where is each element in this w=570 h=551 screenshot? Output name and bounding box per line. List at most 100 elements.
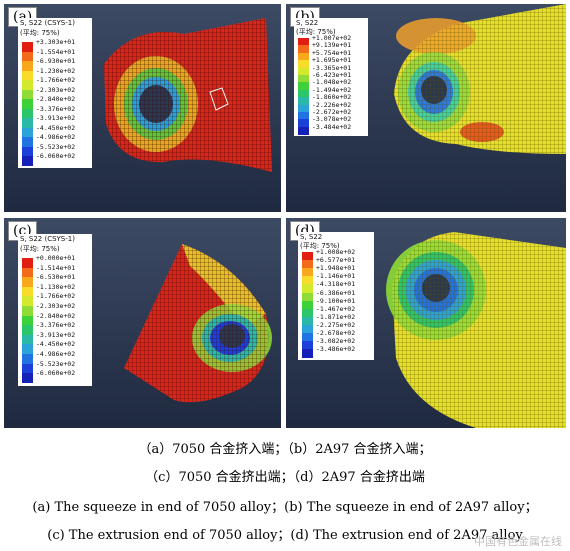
legend-value: -3.913e+02 (36, 330, 76, 339)
legend-value: +6.577e+01 (316, 256, 356, 265)
legend-subtitle: (平均: 75%) (296, 28, 336, 36)
legend-swatch (22, 315, 33, 326)
legend-swatch (22, 258, 33, 269)
legend-value: -2.840e+02 (36, 311, 76, 320)
legend-value: -1.871e+02 (316, 312, 356, 321)
panel-a-legend: S, S22 (CSYS-1) (平均: 75%) +3.303e+01 -1.5… (18, 18, 92, 168)
legend-value: -6.530e+01 (36, 273, 76, 282)
legend-value: -6.423e+01 (312, 71, 352, 79)
legend-value: -9.100e+01 (316, 296, 356, 305)
legend-swatch (302, 292, 313, 302)
legend-value: -2.303e+02 (36, 302, 76, 310)
legend-swatch (22, 118, 33, 128)
panel-d-legend: S, S22 (平均: 75%) +1.008e+02 +6.577e+01 +1.… (298, 232, 374, 360)
legend-value: -5.523e+02 (36, 359, 76, 368)
legend-value: -3.376e+02 (36, 104, 76, 113)
legend-value: -2.840e+02 (36, 95, 76, 103)
legend-swatch (302, 268, 313, 277)
legend-title: S, S22 (296, 19, 319, 27)
legend-value: -1.467e+02 (316, 304, 356, 313)
legend-swatch (302, 252, 313, 261)
legend-value: -6.386e+01 (316, 288, 356, 297)
legend-value: -2.672e+02 (312, 108, 352, 116)
legend-swatch (302, 333, 313, 342)
legend-swatch (22, 80, 33, 90)
legend-value: -6.060e+02 (36, 369, 76, 378)
legend-swatch (22, 42, 33, 52)
legend-swatch (302, 316, 313, 326)
legend-title: S, S22 (CSYS-1) (20, 235, 75, 243)
legend-swatch (298, 75, 309, 83)
legend-swatch (22, 146, 33, 157)
legend-swatch (22, 61, 33, 71)
legend-swatch (298, 38, 309, 46)
legend-swatch (22, 156, 33, 166)
legend-value: -1.514e+01 (36, 263, 76, 272)
legend-value: -2.226e+02 (312, 100, 352, 109)
legend-value: -1.766e+02 (36, 292, 76, 301)
legend-value: +1.695e+01 (312, 56, 352, 65)
legend-swatch (298, 45, 309, 54)
legend-value: -2.303e+02 (36, 85, 76, 94)
legend-value: -3.365e+01 (312, 63, 352, 72)
legend-swatch (302, 349, 313, 358)
legend-swatch (22, 89, 33, 100)
legend-value: -1.494e+02 (312, 85, 352, 94)
legend-value: -3.078e+02 (312, 115, 352, 124)
legend-value: -1.860e+02 (312, 93, 352, 102)
legend-swatch (22, 363, 33, 374)
legend-swatch (22, 277, 33, 288)
legend-swatch (22, 306, 33, 317)
legend-swatch (22, 334, 33, 345)
legend-swatch (298, 60, 309, 69)
legend-swatch (298, 89, 309, 98)
legend-swatch (22, 51, 33, 62)
legend-swatch (302, 341, 313, 350)
legend-value: -3.082e+02 (316, 337, 356, 346)
legend-value: -1.048e+02 (312, 78, 352, 87)
legend-value: -4.318e+01 (316, 280, 356, 289)
legend-swatch (22, 354, 33, 365)
legend-swatch (302, 300, 313, 310)
legend-swatch (22, 267, 33, 278)
panel-c-legend: S, S22 (CSYS-1) (平均: 75%) +0.000e+01 -1.5… (18, 234, 92, 386)
legend-value: -4.986e+02 (36, 133, 76, 141)
legend-swatch (22, 344, 33, 355)
legend-value: -1.146e+01 (316, 272, 356, 281)
legend-swatch (302, 284, 313, 293)
legend-subtitle: (平均: 75%) (20, 29, 60, 37)
legend-swatch (298, 126, 309, 135)
legend-swatch (22, 286, 33, 297)
legend-swatch (298, 52, 309, 61)
panel-b-legend: S, S22 (平均: 75%) +1.007e+02 +9.139e+01 +5.… (294, 18, 368, 136)
legend-value: -3.376e+02 (36, 321, 76, 330)
legend-value: +1.008e+02 (316, 248, 356, 256)
legend-value: -1.554e+01 (36, 47, 76, 56)
legend-swatch (302, 260, 313, 269)
legend-swatch (22, 137, 33, 147)
legend-value: -1.766e+02 (36, 76, 76, 84)
caption-en-line-1: (a) The squeeze in end of 7050 alloy；(b)… (32, 500, 538, 515)
legend-value: -1.230e+02 (36, 66, 76, 75)
legend-value: +1.948e+01 (316, 264, 356, 273)
legend-swatch (298, 67, 309, 76)
legend-swatch (298, 82, 309, 91)
panel-b: (b) S, S22 (平均: 75%) +1.007e+02 +9.139e+0… (286, 4, 566, 212)
legend-value: -2.275e+02 (316, 320, 356, 329)
legend-swatch (298, 97, 309, 106)
legend-swatch (302, 324, 313, 334)
legend-title: S, S22 (300, 233, 323, 241)
legend-value: -4.450e+02 (36, 123, 76, 132)
legend-swatch (22, 99, 33, 109)
legend-value: -4.986e+02 (36, 350, 76, 358)
legend-swatch (22, 108, 33, 119)
legend-subtitle: (平均: 75%) (20, 245, 60, 253)
legend-value: +0.000e+01 (36, 254, 76, 262)
legend-swatch (22, 325, 33, 336)
legend-value: -6.930e+01 (36, 57, 76, 65)
legend-value: -2.678e+02 (316, 329, 356, 337)
legend-value: -4.450e+02 (36, 340, 76, 349)
legend-value: -1.130e+02 (36, 282, 76, 291)
legend-value: -3.486e+02 (316, 345, 356, 354)
legend-value: +1.007e+02 (312, 34, 352, 42)
